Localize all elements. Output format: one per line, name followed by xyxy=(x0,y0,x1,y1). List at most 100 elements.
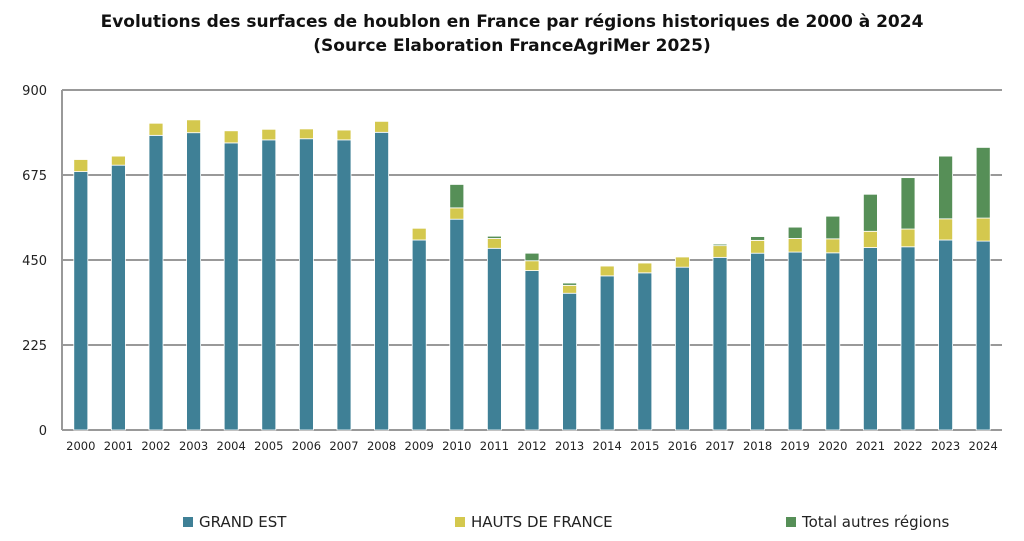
x-tick-label: 2010 xyxy=(442,439,471,453)
x-tick-label: 2012 xyxy=(517,439,546,453)
x-tick-label: 2015 xyxy=(630,439,659,453)
bar-segment xyxy=(449,184,465,209)
x-tick-label: 2002 xyxy=(141,439,170,453)
bar-segment xyxy=(750,236,765,241)
chart-subtitle: (Source Elaboration FranceAgriMer 2025) xyxy=(313,36,711,56)
x-tick-label: 2023 xyxy=(931,439,960,453)
bar-segment xyxy=(261,128,277,141)
bar-segment xyxy=(411,239,427,431)
bar-segment xyxy=(298,138,314,431)
bar-segment xyxy=(524,260,540,271)
bar-segment xyxy=(111,164,126,431)
x-tick-label: 2007 xyxy=(329,439,358,453)
x-tick-label: 2003 xyxy=(179,439,208,453)
bar-segment xyxy=(900,228,916,248)
bar-segment xyxy=(298,128,314,140)
bar-segment xyxy=(975,240,991,431)
bar-segment xyxy=(562,292,577,431)
y-tick-label: 450 xyxy=(22,254,47,269)
bar-segment xyxy=(787,251,803,431)
bar-segment xyxy=(637,272,653,431)
bar-segment xyxy=(148,122,164,136)
bar-segment xyxy=(524,270,540,431)
legend-label: GRAND EST xyxy=(199,513,287,531)
legend-label: HAUTS DE FRANCE xyxy=(471,513,613,531)
bar-segment xyxy=(787,226,803,239)
chart-title: Evolutions des surfaces de houblon en Fr… xyxy=(100,12,924,32)
x-tick-label: 2019 xyxy=(781,439,810,453)
bar-segment xyxy=(825,215,841,240)
legend-swatch xyxy=(455,517,465,527)
bar-segment xyxy=(750,239,765,254)
bar-segment xyxy=(73,159,89,172)
bar-segment xyxy=(863,247,878,431)
y-tick-label: 675 xyxy=(22,169,47,184)
x-tick-label: 2008 xyxy=(367,439,396,453)
bar-segment xyxy=(562,282,577,286)
bar-segment xyxy=(486,247,502,431)
y-tick-label: 900 xyxy=(22,84,47,99)
bar-segment xyxy=(186,119,202,134)
bar-segment xyxy=(787,238,803,253)
x-tick-label: 2017 xyxy=(705,439,734,453)
bar-segment xyxy=(938,155,953,220)
x-tick-label: 2009 xyxy=(405,439,434,453)
bar-segment xyxy=(863,230,878,248)
bar-segment xyxy=(562,284,577,294)
y-tick-label: 225 xyxy=(22,339,47,354)
bar-segment xyxy=(186,132,202,431)
x-tick-label: 2013 xyxy=(555,439,584,453)
bar-segment xyxy=(599,275,615,431)
x-tick-label: 2022 xyxy=(893,439,922,453)
bar-segment xyxy=(938,218,953,241)
legend-label: Total autres régions xyxy=(802,513,950,531)
bar-segment xyxy=(449,207,465,220)
x-tick-label: 2014 xyxy=(593,439,622,453)
legend-item-autres-regions: Total autres régions xyxy=(786,513,949,531)
bar-segment xyxy=(825,252,841,431)
x-tick-label: 2020 xyxy=(818,439,847,453)
bar-segment xyxy=(599,265,615,277)
x-tick-label: 2018 xyxy=(743,439,772,453)
bar-segment xyxy=(675,266,690,431)
bar-segment xyxy=(374,120,390,133)
bar-segment xyxy=(825,238,841,254)
bar-segment xyxy=(411,227,427,241)
x-tick-label: 2024 xyxy=(969,439,998,453)
bar-segment xyxy=(975,147,991,219)
x-tick-label: 2005 xyxy=(254,439,283,453)
y-tick-label: 0 xyxy=(39,424,47,439)
bar-segment xyxy=(148,134,164,431)
bar-segment xyxy=(712,245,728,258)
legend-swatch xyxy=(183,517,193,527)
x-tick-label: 2004 xyxy=(217,439,246,453)
bar-segment xyxy=(111,155,126,166)
bar-segment xyxy=(900,246,916,431)
bar-segment xyxy=(712,243,728,247)
bar-segment xyxy=(975,217,991,242)
bar-segment xyxy=(261,139,277,431)
x-tick-label: 2006 xyxy=(292,439,321,453)
bar-segment xyxy=(486,238,502,249)
bar-segment xyxy=(863,193,878,232)
bar-segment xyxy=(712,256,728,431)
bar-segment xyxy=(223,142,239,431)
bar-segment xyxy=(449,218,465,431)
bar-segment xyxy=(336,139,352,431)
bar-segment xyxy=(675,256,690,268)
bar-segment xyxy=(938,239,953,431)
x-tick-label: 2001 xyxy=(104,439,133,453)
x-tick-label: 2016 xyxy=(668,439,697,453)
legend-swatch xyxy=(786,517,796,527)
bar-segment xyxy=(73,171,89,431)
bar-segment xyxy=(336,129,352,141)
bar-segment xyxy=(750,252,765,431)
x-tick-label: 2011 xyxy=(480,439,509,453)
legend-item-hauts-de-france: HAUTS DE FRANCE xyxy=(455,513,613,531)
bar-segment xyxy=(637,262,653,274)
bar-segment xyxy=(524,252,540,262)
bar-segment xyxy=(900,177,916,230)
legend-item-grand-est: GRAND EST xyxy=(183,513,286,531)
x-tick-label: 2021 xyxy=(856,439,885,453)
